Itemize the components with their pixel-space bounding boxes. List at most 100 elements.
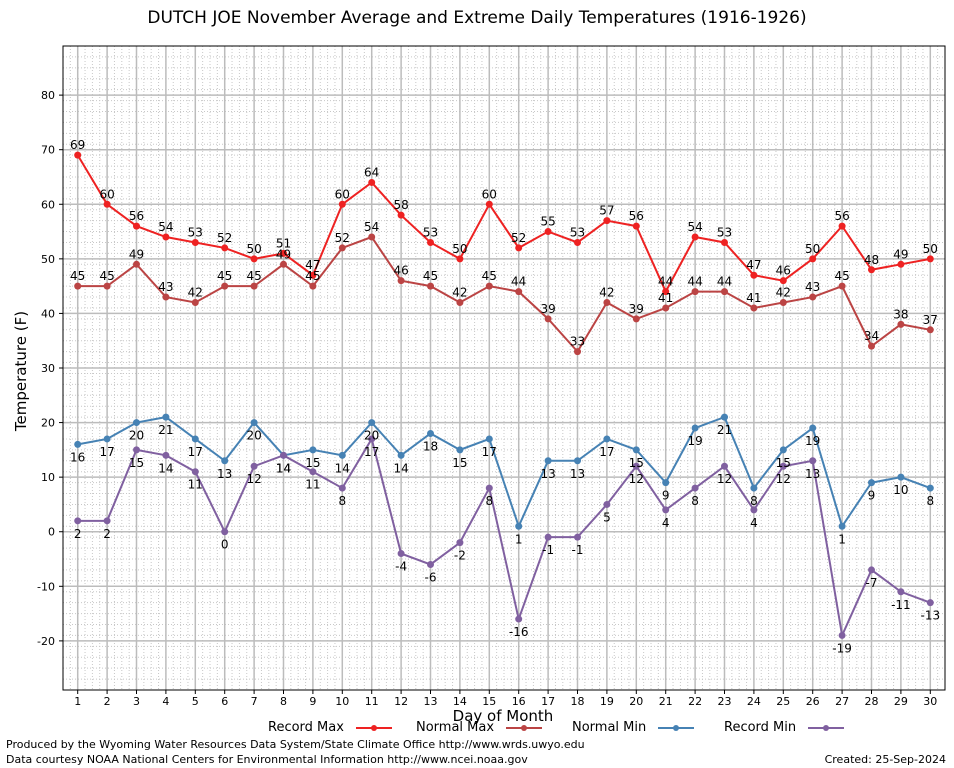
data-label-record-max: 60 <box>99 187 114 201</box>
data-label-normal-min: 14 <box>335 461 350 475</box>
data-point-record-max <box>221 244 229 252</box>
data-label-normal-min: 1 <box>515 532 523 546</box>
legend-label-record-min: Record Min <box>724 720 797 735</box>
x-tick-label: 28 <box>865 695 879 708</box>
x-tick-label: 5 <box>192 695 199 708</box>
x-tick-label: 23 <box>718 695 732 708</box>
data-label-normal-min: 20 <box>129 429 144 443</box>
x-tick-label: 22 <box>688 695 702 708</box>
x-tick-label: 16 <box>512 695 526 708</box>
data-label-normal-max: 34 <box>864 329 879 343</box>
data-point-normal-min <box>603 435 611 443</box>
data-point-normal-max <box>191 299 199 307</box>
data-label-record-min: 12 <box>717 472 732 486</box>
data-point-normal-max <box>603 299 611 307</box>
y-tick-label: 80 <box>41 89 55 102</box>
legend-swatch-record-max <box>355 724 392 731</box>
legend-record-min: Record Min <box>724 720 850 735</box>
data-label-normal-max: 44 <box>687 275 702 289</box>
data-point-record-min <box>809 457 817 465</box>
data-label-record-max: 44 <box>658 275 673 289</box>
data-label-normal-max: 39 <box>540 302 555 316</box>
data-label-normal-min: 14 <box>276 461 291 475</box>
data-point-normal-min <box>662 479 670 487</box>
data-point-record-max <box>574 238 581 246</box>
data-label-record-max: 49 <box>893 247 908 261</box>
data-point-record-max <box>397 211 405 219</box>
data-label-record-max: 57 <box>599 204 614 218</box>
x-tick-label: 24 <box>747 695 761 708</box>
data-label-normal-min: 13 <box>540 467 555 481</box>
data-label-record-max: 56 <box>834 209 849 223</box>
data-label-record-min: 12 <box>629 472 644 486</box>
data-label-record-max: 50 <box>246 242 261 256</box>
x-tick-label: 11 <box>365 695 379 708</box>
data-label-record-min: 8 <box>485 494 493 508</box>
data-label-normal-max: 46 <box>393 264 408 278</box>
data-label-normal-max: 42 <box>776 286 791 300</box>
data-label-normal-min: 9 <box>868 489 876 503</box>
series-line-normal-max <box>77 235 931 354</box>
data-label-record-min: 17 <box>364 445 379 459</box>
data-label-record-min: 11 <box>188 478 203 492</box>
data-label-normal-max: 44 <box>717 275 732 289</box>
data-point-record-max <box>485 200 493 208</box>
y-tick-label: -10 <box>37 580 55 593</box>
data-point-record-max <box>74 151 82 159</box>
data-point-record-min <box>485 484 493 492</box>
data-label-normal-min: 17 <box>599 445 614 459</box>
data-point-normal-max <box>632 315 640 323</box>
data-label-record-max: 56 <box>629 209 644 223</box>
data-label-normal-max: 42 <box>452 286 467 300</box>
x-tick-label: 30 <box>923 695 937 708</box>
data-label-normal-max: 49 <box>276 247 291 261</box>
data-label-normal-max: 44 <box>511 275 526 289</box>
data-point-record-max <box>779 277 787 285</box>
data-point-normal-max <box>544 315 552 323</box>
data-point-record-max <box>603 217 611 225</box>
data-label-normal-min: 15 <box>776 456 791 470</box>
data-point-record-min <box>868 566 875 574</box>
data-point-record-max <box>750 271 758 279</box>
data-point-record-min <box>691 484 699 492</box>
data-point-normal-min <box>515 522 523 530</box>
data-point-record-min <box>397 550 405 558</box>
data-point-normal-max <box>662 304 670 312</box>
data-point-normal-min <box>926 484 934 492</box>
data-label-normal-max: 45 <box>834 269 849 283</box>
data-point-record-max <box>838 222 846 230</box>
data-point-record-min <box>427 560 434 568</box>
data-label-normal-max: 42 <box>599 286 614 300</box>
data-point-normal-max <box>515 288 523 296</box>
data-label-normal-max: 52 <box>335 231 350 245</box>
data-point-normal-max <box>868 342 875 350</box>
x-tick-label: 27 <box>835 695 849 708</box>
x-tick-label: 7 <box>251 695 258 708</box>
data-point-record-min <box>162 451 170 459</box>
data-point-record-max <box>309 271 317 279</box>
data-label-normal-min: 17 <box>99 445 114 459</box>
data-point-record-min <box>368 435 376 443</box>
data-point-normal-max <box>368 233 376 241</box>
data-label-record-max: 54 <box>158 220 173 234</box>
data-point-normal-max <box>897 320 905 328</box>
data-point-normal-max <box>162 293 170 301</box>
data-label-record-max: 52 <box>217 231 232 245</box>
y-tick-label: 0 <box>48 526 55 539</box>
data-point-normal-max <box>750 304 758 312</box>
data-label-normal-min: 21 <box>158 423 173 437</box>
data-point-normal-min <box>632 446 640 454</box>
x-tick-label: 13 <box>424 695 438 708</box>
data-point-normal-min <box>162 413 170 421</box>
data-point-normal-max <box>926 326 934 334</box>
y-tick-label: 50 <box>41 253 55 266</box>
data-point-normal-min <box>691 424 699 432</box>
data-label-normal-min: 14 <box>393 461 408 475</box>
data-label-record-min: 4 <box>662 516 670 530</box>
x-tick-label: 2 <box>104 695 111 708</box>
legend-swatch-normal-max <box>506 724 543 731</box>
data-label-record-min: 8 <box>338 494 346 508</box>
legend-label-normal-max: Normal Max <box>416 720 495 735</box>
data-label-record-min: 12 <box>776 472 791 486</box>
